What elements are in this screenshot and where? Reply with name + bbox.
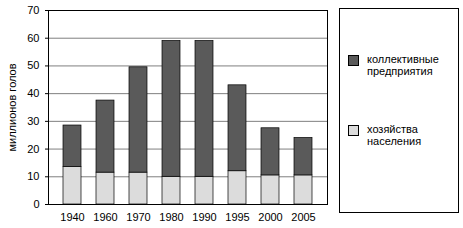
- svg-text:10: 10: [27, 170, 39, 182]
- svg-text:миллионов голов: миллионов голов: [6, 63, 18, 151]
- html-text:хозяйства населения: хозяйства населения: [367, 123, 422, 147]
- svg-text:1995: 1995: [225, 211, 249, 223]
- svg-text:1990: 1990: [192, 211, 216, 223]
- html-text:коллективные предприятия: коллективные предприятия: [367, 53, 439, 77]
- svg-text:70: 70: [27, 4, 39, 16]
- svg-text:2000: 2000: [258, 211, 282, 223]
- svg-text:50: 50: [27, 59, 39, 71]
- svg-text:1980: 1980: [159, 211, 183, 223]
- svg-text:1940: 1940: [60, 211, 84, 223]
- svg-text:0: 0: [33, 198, 39, 210]
- svg-text:30: 30: [27, 115, 39, 127]
- svg-text:2005: 2005: [291, 211, 315, 223]
- svg-text:20: 20: [27, 143, 39, 155]
- svg-text:1970: 1970: [126, 211, 150, 223]
- svg-text:1960: 1960: [93, 211, 117, 223]
- svg-text:40: 40: [27, 87, 39, 99]
- svg-text:60: 60: [27, 32, 39, 44]
